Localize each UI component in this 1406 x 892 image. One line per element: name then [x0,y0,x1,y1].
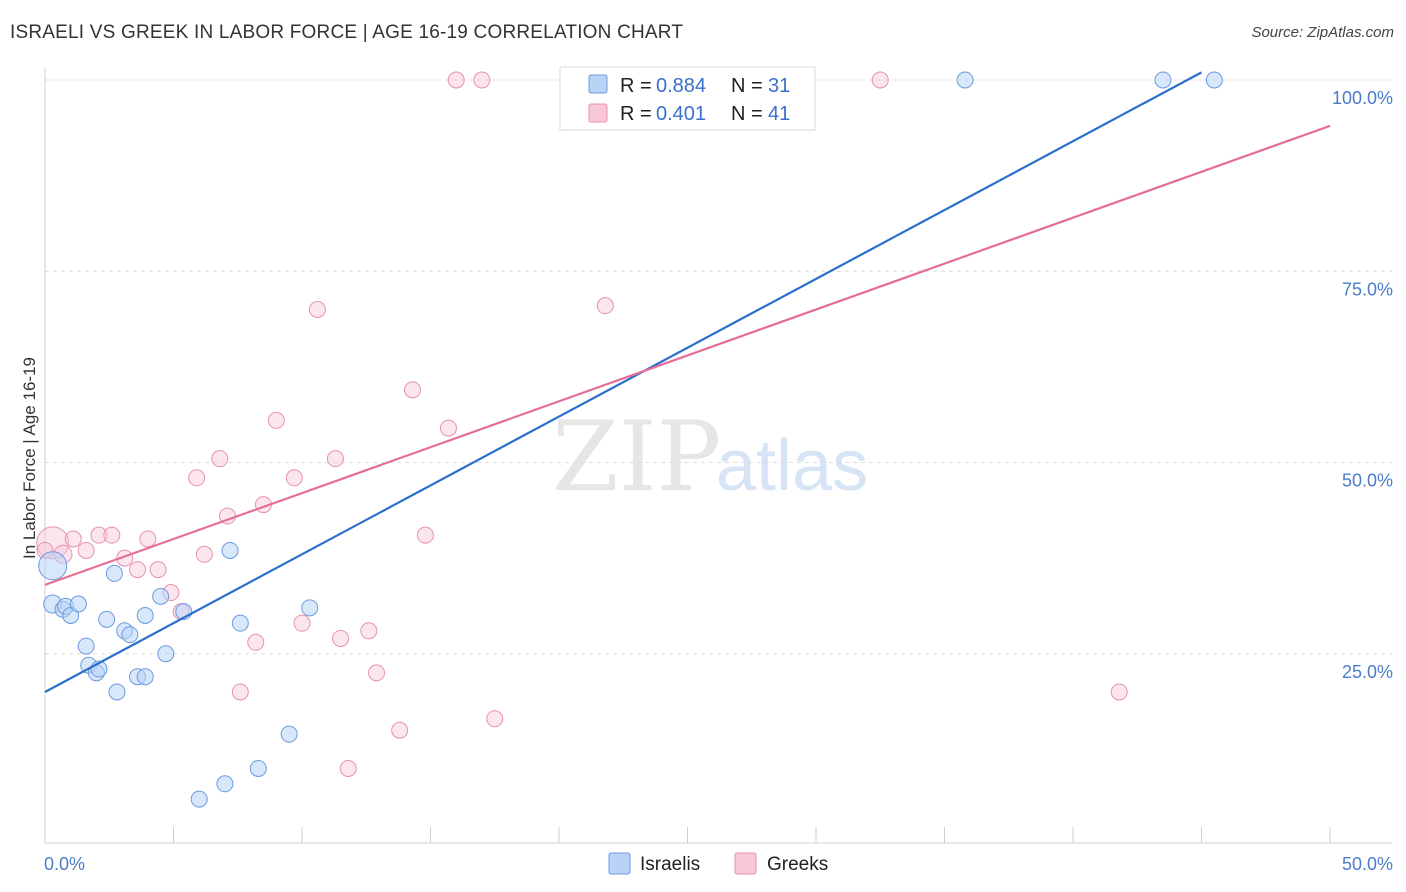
legend-swatch-greeks [588,103,608,123]
point-greeks-31 [439,419,457,437]
watermark-atlas: atlas [716,426,868,506]
point-israelis-5 [69,595,87,613]
legend-r-label-greeks: R = [620,103,652,125]
point-greeks-9 [149,561,167,579]
point-greeks-5 [103,526,121,544]
point-israelis-17 [136,607,154,624]
stats-legend: R = 0.884 N = 31 R = 0.401 N = 41 [559,66,816,131]
y-tick-label-75: 75.0% [1342,279,1393,299]
point-greeks-22 [308,301,326,318]
point-israelis-6 [77,637,95,655]
point-greeks-19 [267,411,285,429]
legend-r-value-israelis: 0.884 [656,75,706,97]
legend-n-value-greeks: 41 [768,103,790,125]
point-greeks-28 [391,721,409,739]
y-tick-labels: 25.0% 50.0% 75.0% 100.0% [1332,88,1393,682]
x-tick-label-max: 50.0% [1342,854,1393,874]
point-greeks-3 [77,541,95,559]
watermark: ZIP atlas [552,401,868,513]
point-israelis-16 [136,668,154,686]
point-greeks-30 [416,526,434,544]
point-greeks-20 [285,469,303,487]
point-israelis-25 [249,760,267,777]
trend-line-greeks [44,124,1331,586]
axes [44,68,1392,844]
point-greeks-38 [871,71,889,89]
point-greeks-13 [195,545,213,563]
point-israelis-24 [231,614,249,632]
point-greeks-33 [473,71,491,89]
point-greeks-12 [188,469,206,487]
point-greeks-25 [339,760,357,777]
series-greeks [36,71,1128,777]
point-greeks-26 [360,622,378,640]
legend-n-label-israelis: N = [731,75,763,97]
point-israelis-22 [216,775,234,793]
point-israelis-10 [98,610,116,628]
series-legend-label-greeks: Greeks [767,854,828,875]
point-greeks-36 [596,297,614,315]
series-legend-swatch-israelis [608,852,631,875]
x-tick-label-min: 0.0% [44,854,85,874]
point-israelis-21 [190,790,208,808]
point-greeks-4 [90,526,108,544]
point-greeks-23 [326,450,344,468]
legend-r-value-greeks: 0.401 [656,103,706,125]
point-israelis-14 [121,626,139,644]
y-tick-label-100: 100.0% [1332,88,1393,108]
legend-r-label-israelis: R = [620,75,652,97]
chart-title: ISRAELI VS GREEK IN LABOR FORCE | AGE 16… [10,22,684,43]
point-israelis-29 [1154,71,1172,89]
source-credit: Source: ZipAtlas.com [1251,24,1394,41]
point-israelis-19 [157,645,175,663]
point-israelis-23 [221,541,239,559]
point-israelis-18 [152,587,170,605]
trend-lines [44,71,1331,693]
legend-n-value-israelis: 31 [768,75,790,97]
legend-n-label-greeks: N = [731,103,763,125]
point-israelis-12 [108,683,126,701]
point-greeks-34 [486,710,504,728]
point-greeks-16 [231,683,249,701]
point-greeks-32 [447,71,465,89]
point-greeks-14 [211,450,229,468]
point-greeks-17 [247,633,265,651]
x-tick-labels: 0.0% 50.0% [44,854,1393,874]
point-israelis-0 [38,551,68,581]
point-israelis-27 [301,599,319,617]
point-greeks-27 [368,664,386,682]
point-israelis-28 [956,71,974,89]
y-tick-label-50: 50.0% [1342,471,1393,491]
trend-line-israelis [44,71,1203,693]
gridlines [45,79,1392,655]
point-greeks-39 [1110,683,1128,701]
series-legend-label-israelis: Israelis [640,854,700,875]
legend-swatch-israelis [588,74,608,94]
point-israelis-11 [105,564,123,582]
point-israelis-26 [280,725,298,743]
point-greeks-21 [293,614,311,632]
series-legend-swatch-greeks [734,852,757,875]
point-greeks-7 [129,561,147,579]
point-greeks-2 [64,530,82,548]
point-greeks-24 [332,629,350,647]
point-greeks-29 [404,381,422,399]
point-israelis-30 [1205,71,1223,89]
watermark-zip: ZIP [552,401,721,513]
y-axis-title: In Labor Force | Age 16-19 [20,357,39,559]
series-legend: Israelis Greeks [608,852,828,875]
point-greeks-8 [139,530,157,548]
y-tick-label-25: 25.0% [1342,662,1393,682]
